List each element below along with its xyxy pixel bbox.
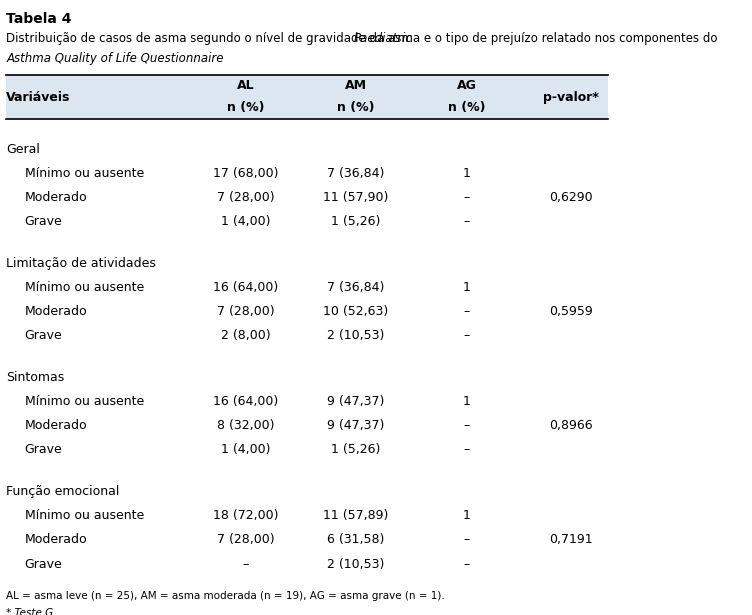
Text: Asthma Quality of Life Questionnaire: Asthma Quality of Life Questionnaire <box>6 52 223 65</box>
Text: 9 (47,37): 9 (47,37) <box>327 419 384 432</box>
Text: 6 (31,58): 6 (31,58) <box>327 533 384 546</box>
Text: 1: 1 <box>462 167 470 180</box>
Text: –: – <box>463 329 469 342</box>
Text: AL: AL <box>237 79 254 92</box>
Text: Moderado: Moderado <box>25 191 87 204</box>
Text: –: – <box>463 558 469 571</box>
Text: 0,7191: 0,7191 <box>549 533 593 546</box>
Text: n (%): n (%) <box>447 101 485 114</box>
Text: 1 (5,26): 1 (5,26) <box>332 443 381 456</box>
Text: Limitação de atividades: Limitação de atividades <box>6 256 156 269</box>
Text: –: – <box>463 215 469 228</box>
Text: 1 (4,00): 1 (4,00) <box>221 215 270 228</box>
Text: Moderado: Moderado <box>25 305 87 318</box>
Text: n (%): n (%) <box>227 101 264 114</box>
Text: Moderado: Moderado <box>25 419 87 432</box>
Text: p-valor*: p-valor* <box>543 91 599 104</box>
Text: Mínimo ou ausente: Mínimo ou ausente <box>25 395 144 408</box>
Text: –: – <box>463 191 469 204</box>
Text: * Teste G.: * Teste G. <box>6 608 56 615</box>
Text: 0,5959: 0,5959 <box>549 305 593 318</box>
Text: Grave: Grave <box>25 558 62 571</box>
Text: Tabela 4: Tabela 4 <box>6 12 71 26</box>
Text: Geral: Geral <box>6 143 40 156</box>
Text: 18 (72,00): 18 (72,00) <box>213 509 278 522</box>
Text: Função emocional: Função emocional <box>6 485 120 498</box>
Text: Mínimo ou ausente: Mínimo ou ausente <box>25 281 144 294</box>
Text: AM: AM <box>345 79 367 92</box>
Text: 10 (52,63): 10 (52,63) <box>323 305 389 318</box>
Text: 1: 1 <box>462 281 470 294</box>
Text: –: – <box>242 558 249 571</box>
Text: Mínimo ou ausente: Mínimo ou ausente <box>25 509 144 522</box>
Text: 7 (36,84): 7 (36,84) <box>327 167 384 180</box>
Text: 1 (5,26): 1 (5,26) <box>332 215 381 228</box>
Text: 0,6290: 0,6290 <box>549 191 593 204</box>
Text: 11 (57,89): 11 (57,89) <box>323 509 389 522</box>
Text: Distribuição de casos de asma segundo o nível de gravidade da asma e o tipo de p: Distribuição de casos de asma segundo o … <box>6 33 721 46</box>
Text: 7 (28,00): 7 (28,00) <box>217 305 274 318</box>
Text: 9 (47,37): 9 (47,37) <box>327 395 384 408</box>
Text: 1: 1 <box>462 395 470 408</box>
Text: Moderado: Moderado <box>25 533 87 546</box>
Text: Paediatric: Paediatric <box>353 33 412 46</box>
Text: Grave: Grave <box>25 443 62 456</box>
Text: AL = asma leve (n = 25), AM = asma moderada (n = 19), AG = asma grave (n = 1).: AL = asma leve (n = 25), AM = asma moder… <box>6 590 445 601</box>
Text: 2 (8,00): 2 (8,00) <box>220 329 270 342</box>
Text: n (%): n (%) <box>337 101 374 114</box>
Text: 7 (36,84): 7 (36,84) <box>327 281 384 294</box>
Text: –: – <box>463 533 469 546</box>
Text: Mínimo ou ausente: Mínimo ou ausente <box>25 167 144 180</box>
Text: 16 (64,00): 16 (64,00) <box>213 395 278 408</box>
Text: 8 (32,00): 8 (32,00) <box>217 419 274 432</box>
Text: Sintomas: Sintomas <box>6 371 65 384</box>
Text: 16 (64,00): 16 (64,00) <box>213 281 278 294</box>
Text: 11 (57,90): 11 (57,90) <box>323 191 389 204</box>
Text: 7 (28,00): 7 (28,00) <box>217 191 274 204</box>
Text: 2 (10,53): 2 (10,53) <box>327 558 384 571</box>
Text: AG: AG <box>456 79 476 92</box>
Bar <box>6 75 608 119</box>
Text: 0,8966: 0,8966 <box>549 419 593 432</box>
Text: –: – <box>463 443 469 456</box>
Text: Grave: Grave <box>25 329 62 342</box>
Text: Variáveis: Variáveis <box>6 91 71 104</box>
Text: –: – <box>463 419 469 432</box>
Text: 1: 1 <box>462 509 470 522</box>
Text: Grave: Grave <box>25 215 62 228</box>
Text: 2 (10,53): 2 (10,53) <box>327 329 384 342</box>
Text: 17 (68,00): 17 (68,00) <box>213 167 278 180</box>
Text: –: – <box>463 305 469 318</box>
Text: 1 (4,00): 1 (4,00) <box>221 443 270 456</box>
Text: 7 (28,00): 7 (28,00) <box>217 533 274 546</box>
